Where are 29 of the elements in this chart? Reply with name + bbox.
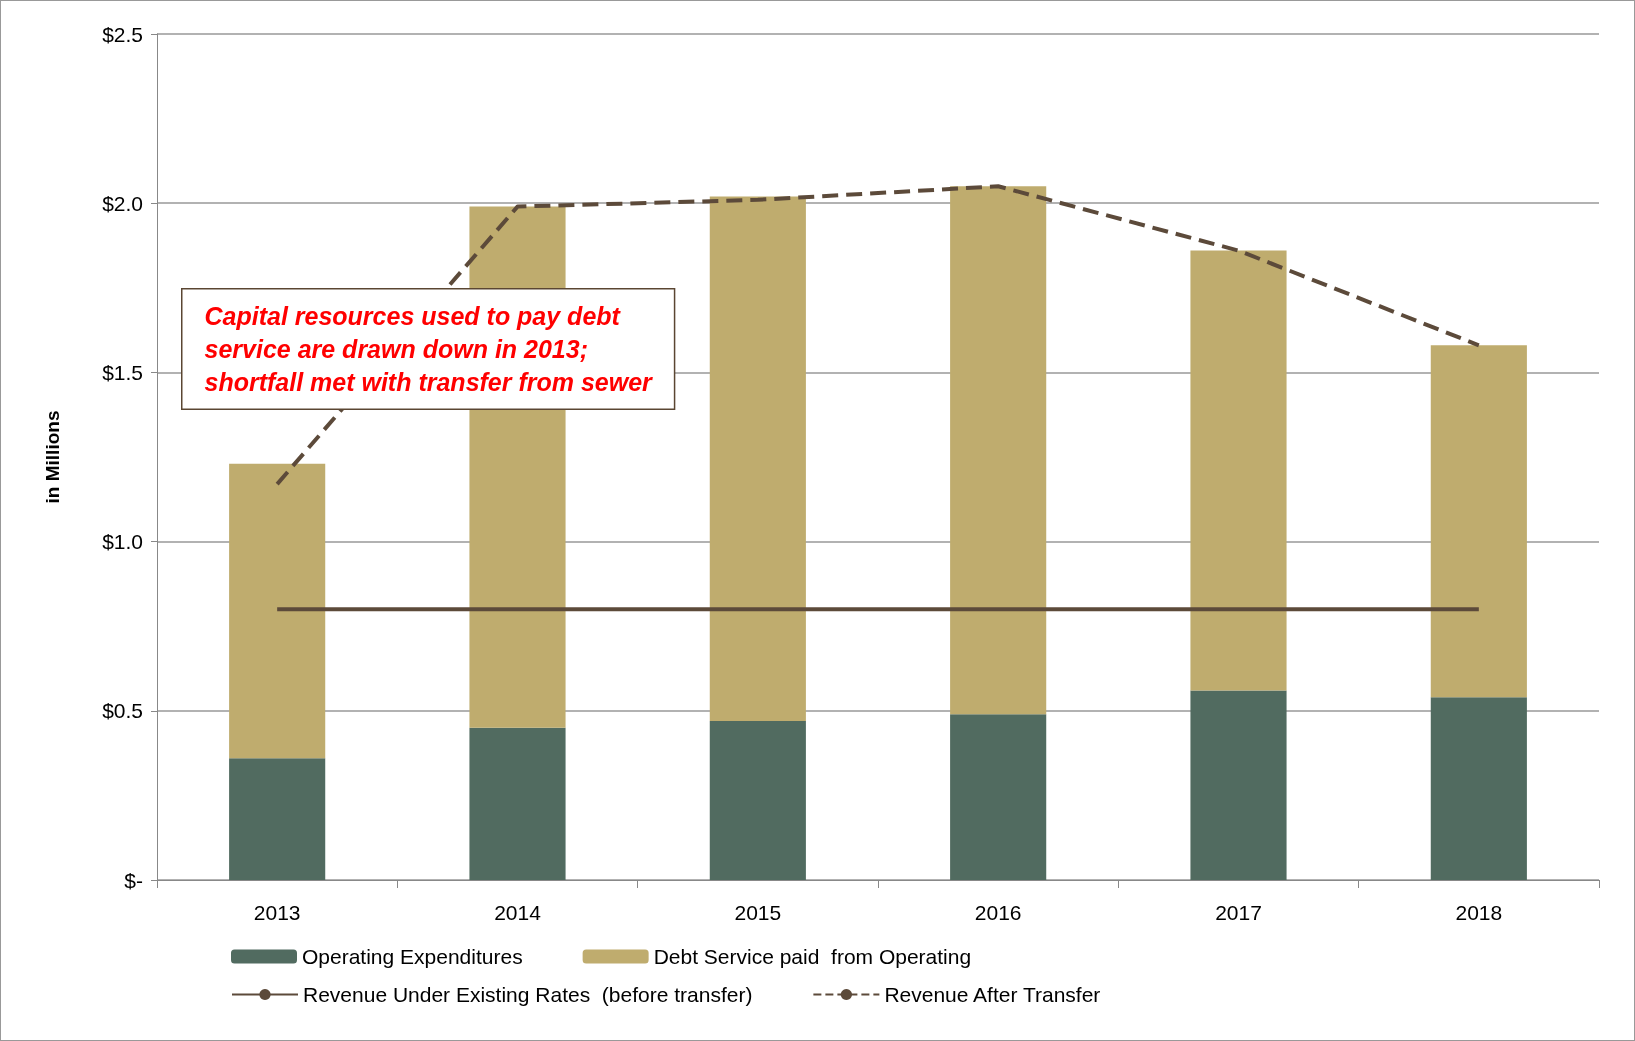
bar — [709, 196, 806, 721]
y-tick-label: $2.0 — [102, 191, 143, 215]
x-tick-label: 2013 — [253, 901, 301, 924]
x-tick-label: 2016 — [974, 901, 1022, 924]
bar — [1190, 690, 1287, 880]
legend-label: Revenue After Transfer — [884, 983, 1101, 1006]
legend-label: Debt Service paid from Operating — [653, 945, 972, 968]
y-axis-title: in Millions — [42, 410, 63, 504]
bar — [1430, 697, 1527, 880]
legend-label: Revenue Under Existing Rates (before transfer) — [303, 983, 753, 1006]
bar — [229, 463, 326, 759]
annotation: Capital resources used to pay debt service are drawn down in 2013; shortfall met with transfer from sewer — [204, 302, 654, 396]
bar — [469, 727, 566, 880]
bar — [229, 758, 326, 880]
x-tick-label: 2018 — [1455, 901, 1503, 924]
bar — [709, 720, 806, 880]
bar — [950, 186, 1047, 715]
x-tick-label: 2017 — [1215, 901, 1262, 924]
x-tick-label: 2015 — [734, 901, 782, 924]
y-tick-label: $1.0 — [102, 530, 143, 554]
bar — [950, 714, 1047, 880]
y-tick-label: $1.5 — [102, 360, 143, 384]
y-tick-label: $2.5 — [102, 22, 143, 46]
y-tick-label: $0.5 — [102, 699, 143, 723]
bar — [1190, 250, 1287, 691]
bar — [1430, 345, 1527, 698]
y-tick-label: $- — [124, 868, 143, 892]
x-tick-label: 2014 — [494, 901, 542, 924]
legend-label: Operating Expenditures — [302, 945, 523, 968]
